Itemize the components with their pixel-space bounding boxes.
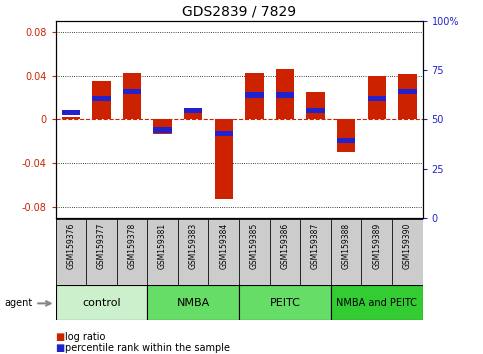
Text: agent: agent (5, 298, 33, 308)
Bar (300, 219, 331, 285)
Bar (178, 219, 209, 285)
Bar (123, 89, 141, 94)
Text: GSM159376: GSM159376 (66, 223, 75, 269)
Bar (276, 69, 294, 120)
Text: ■: ■ (56, 343, 68, 353)
Bar (214, 120, 233, 199)
Bar (270, 219, 300, 285)
Bar (239, 285, 331, 320)
Bar (398, 89, 416, 94)
Bar (214, 131, 233, 136)
Text: GSM159378: GSM159378 (128, 223, 137, 269)
Bar (337, 138, 355, 143)
Text: NMBA and PEITC: NMBA and PEITC (336, 298, 417, 308)
Bar (147, 285, 239, 320)
Bar (62, 117, 80, 120)
Bar (184, 109, 202, 120)
Bar (331, 285, 423, 320)
Title: GDS2839 / 7829: GDS2839 / 7829 (182, 5, 296, 19)
Bar (56, 285, 147, 320)
Bar (92, 96, 111, 101)
Text: GSM159389: GSM159389 (372, 223, 381, 269)
Bar (306, 92, 325, 120)
Bar (398, 74, 416, 120)
Text: GSM159388: GSM159388 (341, 223, 351, 269)
Bar (184, 108, 202, 114)
Bar (245, 92, 264, 98)
Bar (92, 81, 111, 120)
Bar (392, 219, 423, 285)
Text: GSM159383: GSM159383 (189, 223, 198, 269)
Bar (245, 73, 264, 120)
Bar (123, 73, 141, 120)
Text: NMBA: NMBA (177, 298, 210, 308)
Text: log ratio: log ratio (65, 332, 106, 342)
Text: percentile rank within the sample: percentile rank within the sample (65, 343, 230, 353)
Text: PEITC: PEITC (270, 298, 300, 308)
Bar (331, 219, 361, 285)
Bar (147, 219, 178, 285)
Bar (117, 219, 147, 285)
Bar (154, 127, 172, 133)
Text: ■: ■ (56, 332, 68, 342)
Bar (86, 219, 117, 285)
Text: GSM159377: GSM159377 (97, 223, 106, 269)
Text: GSM159384: GSM159384 (219, 223, 228, 269)
Text: GSM159386: GSM159386 (281, 223, 289, 269)
Text: GSM159387: GSM159387 (311, 223, 320, 269)
Bar (361, 219, 392, 285)
Bar (337, 120, 355, 152)
Bar (368, 76, 386, 120)
Bar (368, 96, 386, 101)
Bar (62, 110, 80, 115)
Bar (239, 219, 270, 285)
Bar (306, 108, 325, 114)
Text: GSM159381: GSM159381 (158, 223, 167, 269)
Bar (154, 120, 172, 134)
Bar (56, 219, 86, 285)
Text: GSM159385: GSM159385 (250, 223, 259, 269)
Text: control: control (82, 298, 121, 308)
Text: GSM159390: GSM159390 (403, 223, 412, 269)
Bar (276, 92, 294, 98)
Bar (209, 219, 239, 285)
